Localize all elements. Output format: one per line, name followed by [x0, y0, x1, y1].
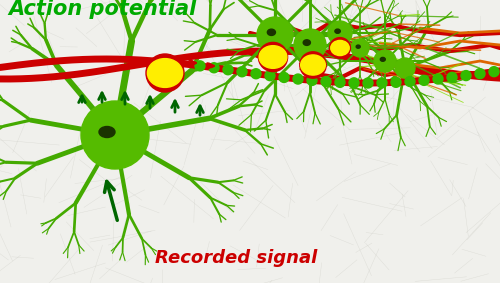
Ellipse shape [148, 59, 182, 87]
Ellipse shape [303, 40, 310, 45]
Circle shape [81, 101, 149, 169]
Circle shape [447, 72, 457, 82]
Circle shape [335, 77, 345, 87]
Circle shape [489, 67, 499, 77]
Circle shape [294, 29, 326, 61]
Circle shape [307, 75, 317, 85]
Text: Action potential: Action potential [8, 0, 196, 19]
Circle shape [391, 77, 401, 87]
Circle shape [146, 54, 184, 92]
Circle shape [321, 76, 331, 87]
Circle shape [351, 39, 369, 57]
Ellipse shape [268, 29, 276, 35]
Circle shape [209, 63, 219, 73]
Circle shape [195, 61, 205, 71]
Ellipse shape [380, 57, 386, 61]
Circle shape [223, 65, 233, 75]
Circle shape [257, 17, 293, 53]
Text: Recorded signal: Recorded signal [155, 249, 318, 267]
Circle shape [258, 42, 288, 72]
Circle shape [405, 76, 415, 87]
Circle shape [265, 71, 275, 81]
Ellipse shape [99, 127, 115, 138]
Circle shape [461, 70, 471, 81]
Circle shape [330, 38, 350, 58]
Circle shape [363, 78, 373, 88]
Circle shape [374, 50, 396, 72]
Circle shape [300, 52, 326, 78]
Circle shape [279, 72, 289, 82]
Circle shape [433, 74, 443, 84]
Circle shape [419, 75, 429, 85]
Circle shape [293, 74, 303, 84]
Circle shape [328, 21, 352, 45]
Ellipse shape [331, 40, 349, 55]
Circle shape [237, 67, 247, 77]
Ellipse shape [300, 55, 326, 75]
Circle shape [475, 69, 485, 79]
Circle shape [349, 78, 359, 88]
Ellipse shape [356, 45, 360, 48]
Circle shape [377, 78, 387, 88]
Circle shape [395, 58, 415, 78]
Ellipse shape [259, 46, 287, 68]
Circle shape [251, 69, 261, 79]
Ellipse shape [335, 29, 340, 33]
